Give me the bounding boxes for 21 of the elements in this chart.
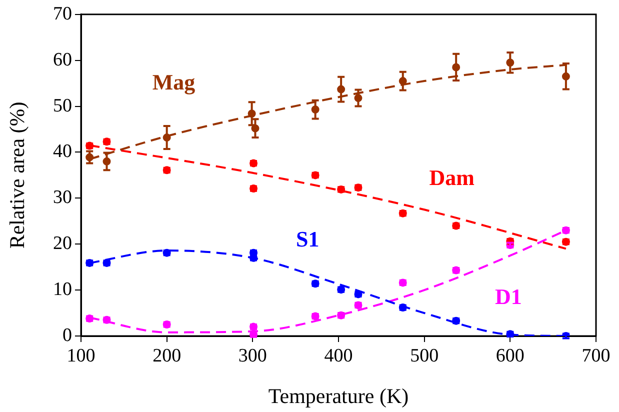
y-tick-label: 20 bbox=[53, 233, 72, 254]
x-tick-label: 600 bbox=[496, 345, 524, 366]
x-tick-label: 500 bbox=[410, 345, 439, 366]
y-tick-label: 10 bbox=[53, 279, 72, 300]
y-tick-label: 30 bbox=[53, 187, 72, 208]
x-tick-label: 200 bbox=[152, 345, 182, 366]
y-tick-label: 40 bbox=[53, 141, 72, 162]
x-tick-label: 300 bbox=[238, 345, 267, 366]
y-tick-label: 60 bbox=[53, 49, 72, 70]
x-tick-label: 700 bbox=[582, 345, 610, 366]
x-axis-title: Temperature (K) bbox=[268, 384, 409, 408]
y-tick-label: 50 bbox=[53, 95, 72, 116]
y-axis-title: Relative area (%) bbox=[5, 102, 30, 249]
series-label: Dam bbox=[429, 165, 474, 190]
series-label: Mag bbox=[152, 70, 196, 95]
x-tick-label: 100 bbox=[66, 345, 96, 366]
series-label: S1 bbox=[296, 226, 320, 252]
x-tick-label: 400 bbox=[324, 345, 353, 366]
y-tick-label: 0 bbox=[62, 324, 72, 346]
y-tick-label: 70 bbox=[53, 3, 72, 24]
series-label: D1 bbox=[495, 284, 522, 310]
